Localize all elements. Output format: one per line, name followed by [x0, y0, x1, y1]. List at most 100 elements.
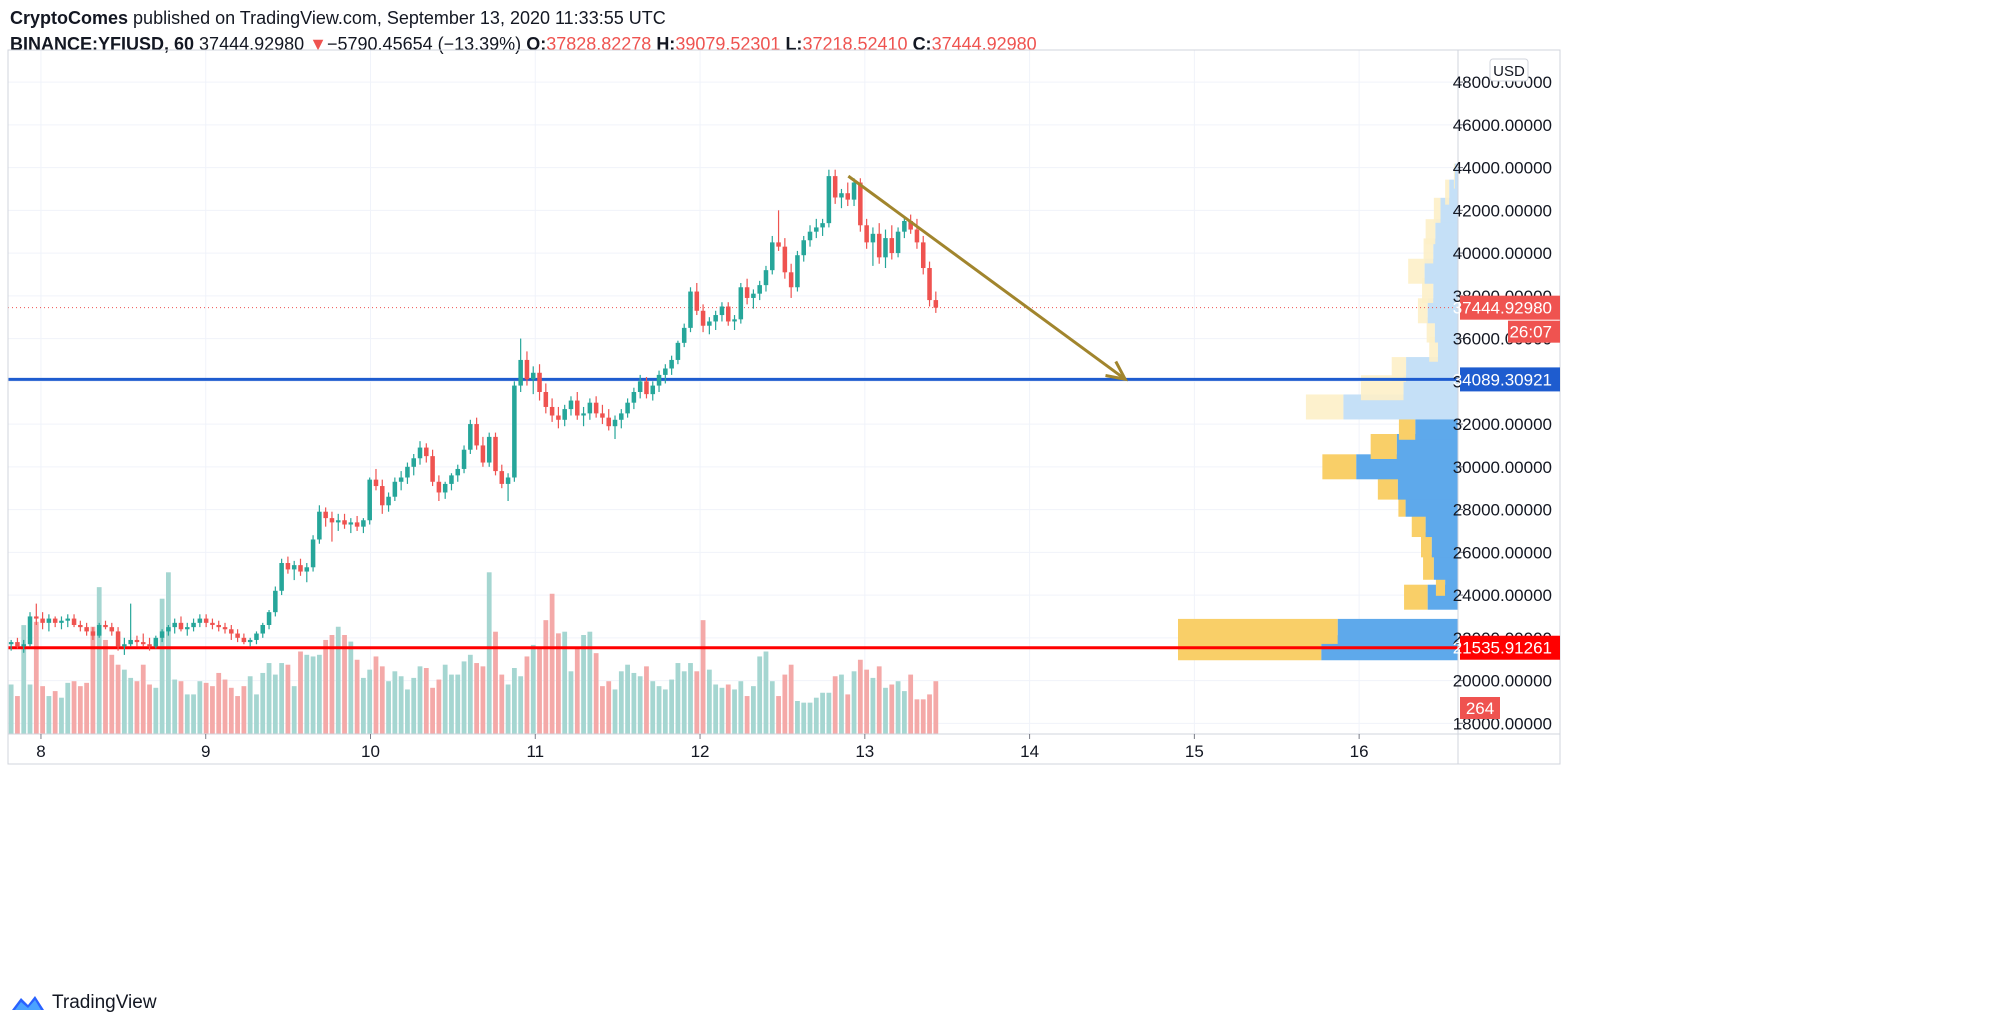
volume-bar: [694, 671, 700, 734]
time-tick-label: 14: [1020, 742, 1039, 761]
volume-bar: [556, 633, 561, 734]
volume-bar: [140, 664, 146, 734]
candle-body: [210, 622, 215, 625]
volume-bar: [335, 626, 341, 734]
volume-bar: [298, 651, 303, 734]
candle-body: [65, 618, 71, 621]
volume-bar: [493, 631, 498, 734]
support-line-label-bg: [1460, 367, 1560, 392]
volume-bar: [115, 664, 121, 734]
candle-body: [524, 359, 530, 380]
volume-bar: [103, 639, 108, 734]
volume-bar: [782, 674, 788, 734]
volume-bar: [637, 676, 643, 734]
tradingview-logo-icon[interactable]: [10, 992, 46, 1014]
volume-bar: [719, 687, 725, 734]
candle-body: [411, 458, 416, 467]
volume-bar: [839, 674, 844, 734]
candle-body: [776, 242, 781, 247]
last-price-label: 37444.92980: [1453, 299, 1552, 318]
candle-body: [581, 413, 586, 416]
candle-body: [153, 637, 159, 647]
low-label: L:: [785, 34, 803, 54]
volume-bar: [832, 676, 838, 734]
candle-body: [291, 565, 297, 570]
publisher-name[interactable]: CryptoComes: [10, 8, 129, 28]
candle-body: [820, 223, 825, 228]
high-value: 39079.52301: [675, 34, 781, 54]
candle-body: [650, 385, 656, 395]
price-axis[interactable]: 18000.0000020000.0000022000.0000024000.0…: [1453, 58, 1552, 733]
volume-profile-buy-bar: [1337, 618, 1458, 644]
volume-bar: [379, 666, 385, 734]
volume-bar: [933, 681, 939, 734]
volume-profile-sell-bar: [1426, 317, 1435, 343]
candle-body: [593, 402, 599, 414]
candle-body: [90, 631, 96, 636]
price-tick-label: 26000.00000: [1453, 543, 1552, 562]
volume-bar: [883, 687, 888, 734]
volume-bar: [84, 682, 90, 734]
volume-bar: [222, 679, 228, 734]
candle-body: [468, 424, 473, 450]
candle-body: [247, 639, 253, 643]
tradingview-brand[interactable]: TradingView: [52, 992, 157, 1013]
time-axis[interactable]: 8 9 10 11 12 13 14 15 16: [36, 734, 1369, 761]
time-tick-label: 10: [361, 742, 380, 761]
volume-bar: [889, 684, 895, 734]
volume-profile-sell-bar: [1422, 277, 1434, 303]
volume-bar: [46, 696, 52, 734]
chart-frame: [7, 49, 1561, 765]
volume-bar: [178, 681, 184, 734]
volume-profile-buy-bar: [1433, 554, 1458, 580]
published-text: published on TradingView.com, September …: [133, 8, 666, 28]
volume-bar: [505, 684, 511, 734]
volume-bar: [681, 671, 687, 734]
volume-bar: [744, 696, 750, 734]
candle-body: [140, 642, 146, 645]
volume-bar: [411, 677, 417, 734]
volume-profile-sell-bar: [1425, 219, 1436, 245]
volume-bar: [644, 666, 649, 734]
candle-body: [442, 483, 448, 493]
volume-bar: [562, 631, 568, 734]
candle-body: [84, 627, 89, 632]
volume-bar: [59, 697, 64, 734]
support-line-label: 34089.30921: [1453, 370, 1552, 389]
candle-body: [763, 270, 769, 286]
candle-body: [71, 618, 77, 625]
volume-profile-sell-bar: [1370, 434, 1397, 460]
candle-body: [222, 627, 228, 630]
time-tick-label: 12: [691, 742, 710, 761]
candle-body: [27, 616, 33, 645]
volume-bar: [40, 686, 45, 734]
volume-profile: [1178, 163, 1458, 661]
volume-profile-sell-bar: [1421, 532, 1432, 558]
candle-body: [920, 242, 926, 269]
volume-bar: [662, 689, 668, 734]
volume-bar: [21, 625, 27, 734]
candle-body: [21, 644, 26, 647]
volume-bar: [757, 656, 763, 734]
volume-bar: [90, 626, 96, 734]
candle-body: [512, 385, 517, 478]
candle-body: [461, 449, 467, 469]
volume-profile-sell-bar: [1322, 454, 1357, 480]
candle-body: [134, 639, 140, 643]
countdown-label: 26:07: [1509, 323, 1552, 342]
candle-body: [537, 372, 542, 392]
volume-profile-sell-bar: [1391, 357, 1407, 383]
volume-bar: [769, 681, 775, 734]
volume-bar: [310, 656, 316, 734]
candle-body: [600, 413, 605, 418]
symbol-label[interactable]: BINANCE:YFIUSD, 60: [10, 34, 195, 54]
volume-bar: [587, 631, 593, 734]
time-tick-label: 11: [526, 742, 544, 761]
price-tick-label: 24000.00000: [1453, 586, 1552, 605]
candle-body: [493, 436, 498, 472]
volume-bar: [864, 669, 870, 734]
trend-arrow-line: [847, 174, 1127, 381]
volume-profile-sell-bar: [1178, 618, 1338, 644]
volume-profile-sell-bar: [1429, 336, 1438, 362]
